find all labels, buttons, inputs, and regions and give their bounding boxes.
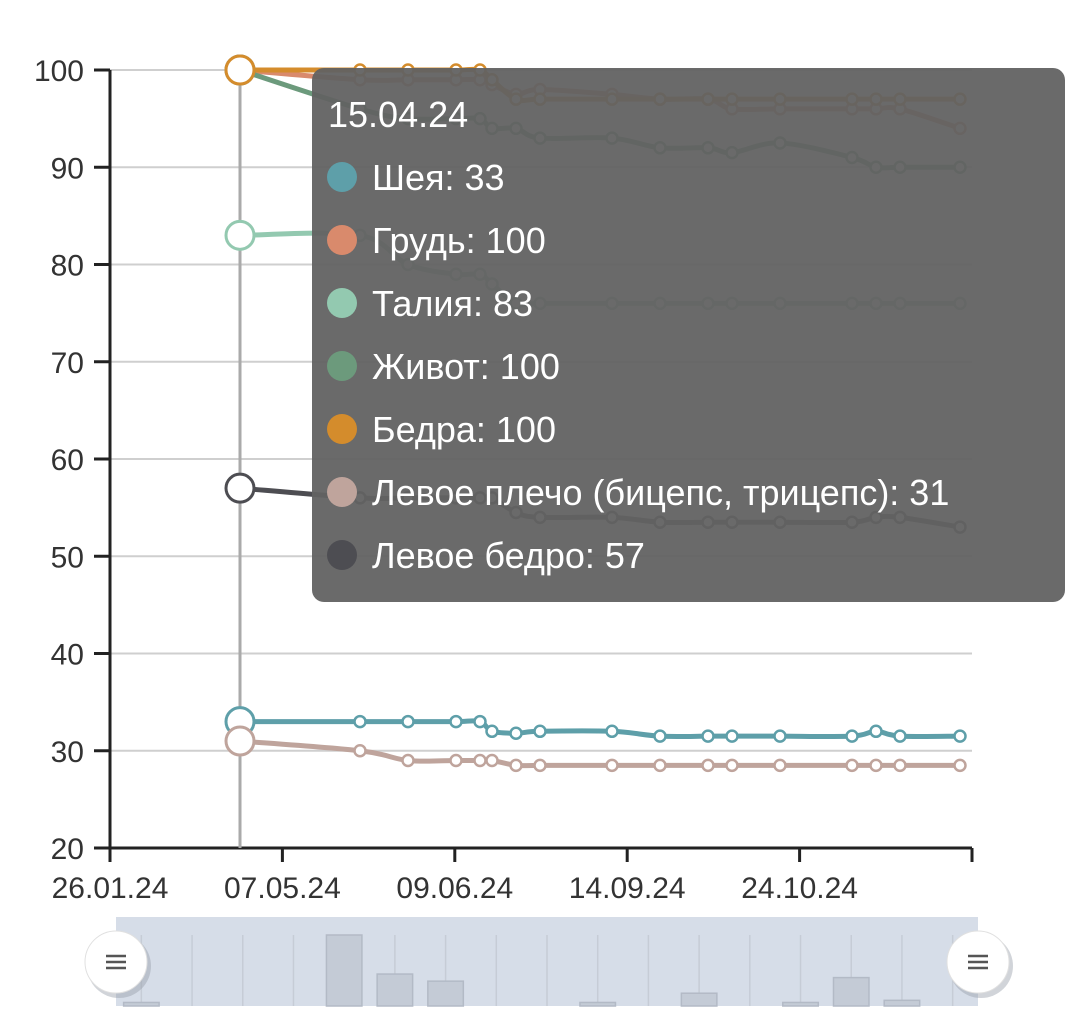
highlighted-point[interactable] (224, 54, 256, 86)
series-point[interactable] (449, 714, 463, 729)
y-tick-label: 70 (51, 347, 84, 380)
tooltip-entry: Шея: 33 (372, 157, 505, 198)
series-point[interactable] (485, 753, 499, 768)
tooltip-box (312, 68, 1065, 602)
slider-preview-bar (325, 934, 363, 1007)
tooltip-entry: Талия: 83 (372, 283, 533, 324)
series-point[interactable] (485, 724, 499, 739)
series-point[interactable] (449, 753, 463, 768)
handle-left-icon[interactable] (84, 930, 151, 998)
series-point[interactable] (845, 729, 859, 743)
y-tick-label: 60 (51, 444, 84, 477)
series-point[interactable] (725, 758, 739, 773)
series-point[interactable] (653, 758, 667, 773)
y-tick-label: 50 (51, 541, 84, 574)
series-point[interactable] (533, 758, 547, 773)
slider-preview-bar (122, 1001, 160, 1007)
slider-preview-bar (680, 992, 718, 1007)
y-tick-label: 40 (51, 639, 84, 672)
y-tick-label: 30 (51, 736, 84, 769)
slider-preview-bar (832, 976, 870, 1007)
series-point[interactable] (845, 758, 859, 773)
slider-preview-bar (883, 999, 921, 1007)
series-point[interactable] (773, 758, 787, 773)
y-tick-label: 20 (51, 833, 84, 866)
highlighted-point[interactable] (224, 472, 256, 504)
tooltip-legend-swatch (327, 540, 357, 570)
tooltip-legend-swatch (327, 477, 357, 507)
series-point[interactable] (473, 714, 487, 729)
series-point[interactable] (353, 714, 367, 729)
series-point[interactable] (953, 729, 967, 743)
x-tick-label: 14.09.24 (569, 872, 686, 905)
tooltip-entry: Левое бедро: 57 (372, 535, 645, 576)
series-point[interactable] (509, 726, 523, 740)
series-point[interactable] (701, 729, 715, 743)
y-tick-label: 90 (51, 152, 84, 185)
slider-preview-bar (376, 973, 414, 1007)
handle-right-icon[interactable] (946, 930, 1013, 998)
series-point[interactable] (533, 724, 547, 739)
tooltip-legend-swatch (327, 414, 357, 444)
tooltip-legend-swatch (327, 351, 357, 381)
series-point[interactable] (509, 758, 523, 773)
tooltip-entry: Живот: 100 (372, 346, 560, 387)
x-tick-label: 26.01.24 (52, 872, 169, 905)
x-tick-label: 09.06.24 (396, 872, 513, 905)
y-tick-label: 100 (34, 55, 84, 88)
series-point[interactable] (353, 744, 367, 758)
tooltip-entry: Бедра: 100 (372, 409, 556, 450)
highlighted-point[interactable] (224, 725, 256, 757)
y-tick-label: 80 (51, 250, 84, 283)
tooltip-legend-swatch (327, 162, 357, 192)
series-point[interactable] (605, 758, 619, 773)
x-tick-label: 24.10.24 (741, 872, 858, 905)
slider-preview-bar (427, 980, 465, 1007)
series-point[interactable] (869, 724, 883, 739)
series-point[interactable] (893, 758, 907, 773)
tooltip-entry: Грудь: 100 (372, 220, 546, 261)
tooltip-legend-swatch (327, 225, 357, 255)
tooltip-legend-swatch (327, 288, 357, 318)
series-point[interactable] (605, 724, 619, 739)
series-point[interactable] (773, 729, 787, 743)
slider-preview-bar (579, 1001, 617, 1007)
slider-preview-bar (782, 1001, 820, 1007)
series-point[interactable] (953, 758, 967, 773)
series-point[interactable] (725, 729, 739, 743)
series-point[interactable] (893, 729, 907, 743)
series-point[interactable] (869, 758, 883, 773)
highlighted-point[interactable] (224, 219, 256, 251)
series-point[interactable] (473, 753, 487, 768)
tooltip-entry: Левое плечо (бицепс, трицепс): 31 (372, 472, 949, 513)
series-point[interactable] (701, 758, 715, 773)
tooltip-title: 15.04.24 (328, 94, 468, 135)
x-tick-label: 07.05.24 (224, 872, 341, 905)
series-point[interactable] (653, 729, 667, 743)
series-point[interactable] (401, 753, 415, 768)
series-point[interactable] (401, 714, 415, 729)
